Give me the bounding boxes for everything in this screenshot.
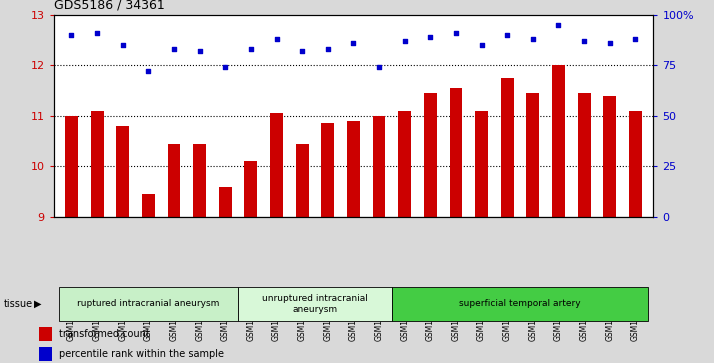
Point <box>220 64 231 70</box>
Text: superficial temporal artery: superficial temporal artery <box>459 299 581 309</box>
Bar <box>91 111 104 217</box>
Bar <box>238 287 392 321</box>
Point <box>271 36 282 42</box>
Text: GDS5186 / 34361: GDS5186 / 34361 <box>54 0 164 12</box>
Bar <box>270 113 283 217</box>
Bar <box>321 123 334 217</box>
Point <box>399 38 411 44</box>
Point <box>348 40 359 46</box>
Bar <box>450 88 463 217</box>
Bar <box>59 287 238 321</box>
Point <box>117 42 129 48</box>
Point <box>322 46 333 52</box>
Point <box>169 46 180 52</box>
Bar <box>476 111 488 217</box>
Point <box>604 40 615 46</box>
Bar <box>142 194 155 217</box>
Text: tissue: tissue <box>4 299 33 309</box>
Bar <box>424 93 437 217</box>
Bar <box>347 121 360 217</box>
Point <box>91 30 103 36</box>
Bar <box>398 111 411 217</box>
Bar <box>552 65 565 217</box>
Bar <box>603 95 616 217</box>
Bar <box>392 287 648 321</box>
Point <box>66 32 77 38</box>
Bar <box>39 347 52 361</box>
Bar <box>65 116 78 217</box>
Bar <box>116 126 129 217</box>
Text: ruptured intracranial aneurysm: ruptured intracranial aneurysm <box>77 299 220 309</box>
Bar <box>296 144 308 217</box>
Bar <box>578 93 590 217</box>
Point <box>194 48 206 54</box>
Text: percentile rank within the sample: percentile rank within the sample <box>59 349 223 359</box>
Text: ▶: ▶ <box>34 299 42 309</box>
Bar <box>219 187 231 217</box>
Point <box>296 48 308 54</box>
Bar <box>373 116 386 217</box>
Point <box>578 38 590 44</box>
Point <box>245 46 256 52</box>
Point <box>501 32 513 38</box>
Bar <box>244 161 257 217</box>
Point <box>630 36 641 42</box>
Bar <box>168 144 181 217</box>
Point <box>143 68 154 74</box>
Bar <box>501 78 513 217</box>
Text: unruptured intracranial
aneurysm: unruptured intracranial aneurysm <box>262 294 368 314</box>
Point <box>425 34 436 40</box>
Bar <box>193 144 206 217</box>
Point <box>373 64 385 70</box>
Point <box>553 22 564 28</box>
Point <box>527 36 538 42</box>
Point <box>451 30 462 36</box>
Bar <box>629 111 642 217</box>
Bar <box>526 93 539 217</box>
Text: transformed count: transformed count <box>59 329 149 339</box>
Bar <box>39 327 52 341</box>
Point <box>476 42 487 48</box>
